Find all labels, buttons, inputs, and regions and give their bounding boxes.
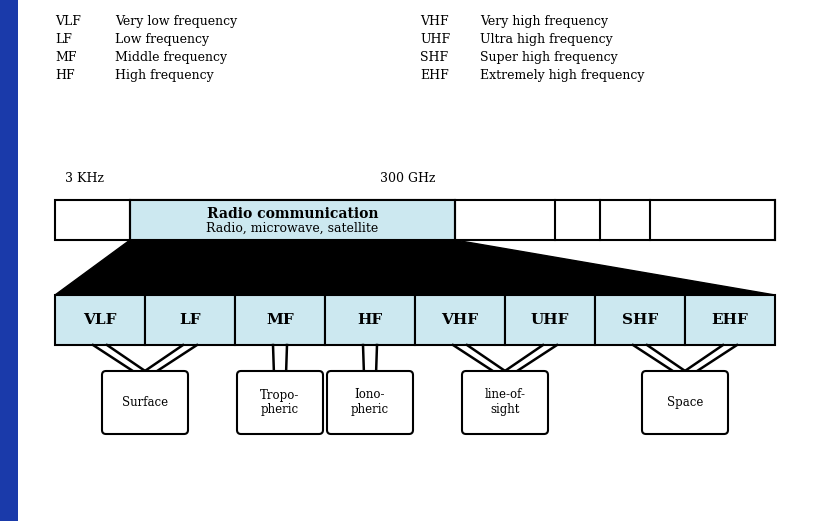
Text: VHF: VHF bbox=[441, 313, 479, 327]
Text: Radio communication: Radio communication bbox=[207, 207, 378, 221]
Text: 300 GHz: 300 GHz bbox=[380, 172, 435, 185]
Bar bbox=[130, 200, 455, 240]
Bar bbox=[55, 295, 145, 345]
Text: VLF: VLF bbox=[83, 313, 117, 327]
Text: VLF: VLF bbox=[55, 15, 81, 28]
Bar bbox=[685, 295, 775, 345]
Text: Low frequency: Low frequency bbox=[115, 33, 209, 46]
Text: HF: HF bbox=[55, 69, 74, 82]
Text: EHF: EHF bbox=[420, 69, 449, 82]
Text: SHF: SHF bbox=[622, 313, 659, 327]
Bar bbox=[505, 295, 595, 345]
Text: High frequency: High frequency bbox=[115, 69, 214, 82]
FancyBboxPatch shape bbox=[237, 371, 323, 434]
FancyBboxPatch shape bbox=[102, 371, 188, 434]
Bar bbox=[145, 295, 235, 345]
Bar bbox=[0, 0, 18, 521]
Text: Super high frequency: Super high frequency bbox=[480, 51, 618, 64]
Text: LF: LF bbox=[179, 313, 201, 327]
Text: LF: LF bbox=[55, 33, 72, 46]
Text: MF: MF bbox=[266, 313, 294, 327]
Text: Tropo-
pheric: Tropo- pheric bbox=[261, 389, 300, 416]
Polygon shape bbox=[55, 240, 775, 295]
Text: Middle frequency: Middle frequency bbox=[115, 51, 227, 64]
Text: 3 KHz: 3 KHz bbox=[65, 172, 104, 185]
Bar bbox=[325, 295, 415, 345]
Text: line-of-
sight: line-of- sight bbox=[484, 389, 525, 416]
FancyBboxPatch shape bbox=[462, 371, 548, 434]
Bar bbox=[235, 295, 325, 345]
Text: Surface: Surface bbox=[122, 396, 168, 409]
Text: HF: HF bbox=[357, 313, 382, 327]
Text: Extremely high frequency: Extremely high frequency bbox=[480, 69, 645, 82]
Text: Very low frequency: Very low frequency bbox=[115, 15, 237, 28]
Bar bbox=[55, 200, 775, 240]
Text: Very high frequency: Very high frequency bbox=[480, 15, 608, 28]
Text: Radio, microwave, satellite: Radio, microwave, satellite bbox=[207, 221, 378, 234]
Bar bbox=[130, 200, 455, 240]
Text: UHF: UHF bbox=[420, 33, 450, 46]
Text: Ultra high frequency: Ultra high frequency bbox=[480, 33, 613, 46]
Text: Space: Space bbox=[667, 396, 703, 409]
Bar bbox=[415, 295, 505, 345]
Text: VHF: VHF bbox=[420, 15, 449, 28]
Bar bbox=[595, 295, 685, 345]
Text: EHF: EHF bbox=[712, 313, 748, 327]
Text: UHF: UHF bbox=[531, 313, 569, 327]
Text: SHF: SHF bbox=[420, 51, 449, 64]
FancyBboxPatch shape bbox=[642, 371, 728, 434]
Text: Iono-
pheric: Iono- pheric bbox=[351, 389, 389, 416]
FancyBboxPatch shape bbox=[327, 371, 413, 434]
Text: MF: MF bbox=[55, 51, 77, 64]
